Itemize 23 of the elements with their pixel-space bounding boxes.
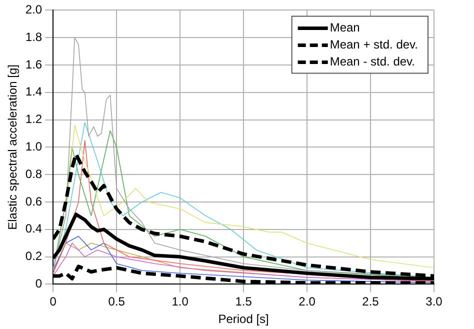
y-tick-label: 1.0: [25, 140, 42, 154]
y-tick-label: 0.4: [25, 222, 42, 236]
x-tick-label: 2.0: [298, 294, 316, 309]
y-tick-label: 0.6: [25, 194, 42, 208]
x-tick-label: 2.5: [362, 294, 380, 309]
x-tick-label: 0.5: [108, 294, 126, 309]
legend-label: Mean - std. dev.: [330, 54, 415, 69]
y-tick-label: 1.4: [25, 84, 42, 99]
y-tick-label: 0.2: [25, 249, 42, 264]
y-tick-label: 2.0: [25, 2, 42, 17]
x-axis-title: Period [s]: [218, 312, 269, 326]
legend-label: Mean: [330, 20, 360, 35]
legend-label: Mean + std. dev.: [330, 38, 418, 52]
x-tick-label: 1.0: [172, 294, 189, 309]
y-axis-title: Elastic spectral acceleration [g]: [6, 64, 20, 230]
y-tick-label: 1.2: [25, 112, 42, 126]
y-tick-label: 1.6: [25, 57, 42, 72]
y-tick-label: 0.8: [25, 166, 42, 181]
x-tick-label: 1.5: [235, 294, 252, 309]
x-tick-label: 0: [50, 294, 57, 309]
x-tick-label: 3.0: [426, 294, 443, 309]
y-tick-label: 1.8: [25, 30, 42, 44]
y-tick-label: 0: [35, 276, 42, 291]
